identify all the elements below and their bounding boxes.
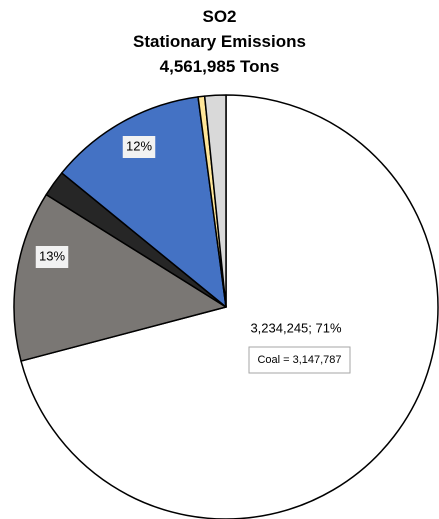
pie-slice-3 [61, 96, 227, 308]
pie-slice-0 [20, 94, 439, 519]
data-label-text-3: 12% [126, 138, 152, 153]
annotation-box-0 [248, 346, 351, 374]
data-label-0: 3,234,245; 71% [250, 320, 342, 335]
data-label-bg-1 [35, 246, 69, 268]
pie-slice-1 [13, 193, 227, 362]
title-line-total: 4,561,985 Tons [159, 57, 280, 76]
annotation-0: Coal = 3,147,787 [248, 346, 351, 374]
data-label-bg-3 [122, 136, 156, 158]
data-label-1: 13% [35, 246, 69, 268]
annotation-text-0: Coal = 3,147,787 [257, 354, 341, 366]
pie-slices [13, 94, 439, 519]
chart-title: SO2 Stationary Emissions 4,561,985 Tons [0, 4, 439, 79]
title-line-pollutant: SO2 [202, 7, 237, 26]
pie-labels: 3,234,245; 71% 13% 12% Coal = 3,147,787 [35, 136, 351, 374]
data-label-3: 12% [122, 136, 156, 158]
data-label-text-0: 3,234,245; 71% [250, 320, 342, 335]
title-line-category: Stationary Emissions [133, 32, 306, 51]
pie-slice-5 [203, 94, 227, 308]
data-label-text-1: 13% [39, 248, 65, 263]
